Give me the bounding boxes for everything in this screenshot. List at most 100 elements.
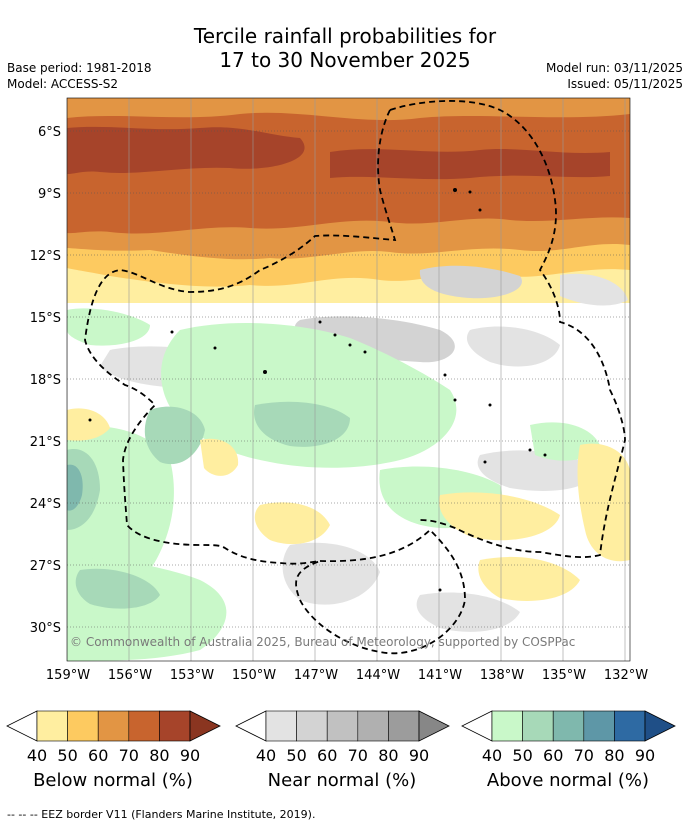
below-legend-tick: 90 xyxy=(180,746,200,765)
legend-above-bar: 40 50 60 70 80 90 xyxy=(461,710,676,765)
title-line-2: 17 to 30 November 2025 xyxy=(219,48,471,72)
below-legend-tick: 70 xyxy=(119,746,139,765)
legend-above: 40 50 60 70 80 90 xyxy=(460,708,680,772)
above-patch-8 xyxy=(144,406,205,465)
below-legend-tick: 80 xyxy=(149,746,169,765)
below-legend-swatch xyxy=(36,710,68,742)
below-band-80 xyxy=(67,126,305,174)
legend-near-bar: 40 50 60 70 80 90 xyxy=(235,710,450,765)
above-legend-swatch xyxy=(583,710,615,742)
longitude-tick-label: 138°W xyxy=(480,668,524,683)
map-title: Tercile rainfall probabilities for 17 to… xyxy=(0,24,690,72)
base-period: Base period: 1981-2018 xyxy=(7,61,152,75)
below-band-80b xyxy=(330,149,610,180)
near-patch-3 xyxy=(294,316,455,363)
above-legend-swatch xyxy=(552,710,585,742)
model-run: Model run: 03/11/2025 xyxy=(545,61,683,75)
above-legend-swatch xyxy=(614,710,646,742)
near-patch-1 xyxy=(419,265,522,299)
below-legend-swatch xyxy=(128,710,160,742)
near-patch-2 xyxy=(560,273,628,306)
longitude-tick-label: 144°W xyxy=(356,668,400,683)
below-legend-swatch xyxy=(97,710,130,742)
longitude-gridlines xyxy=(67,98,626,661)
latitude-tick-label: 6°S xyxy=(38,125,61,140)
latitude-tick-label: 30°S xyxy=(30,621,61,636)
latitude-tick-label: 12°S xyxy=(30,249,61,264)
title-line-1: Tercile rainfall probabilities for xyxy=(193,24,497,48)
below-south-4 xyxy=(200,438,239,476)
latitude-tick-label: 15°S xyxy=(30,311,61,326)
near-patch-8 xyxy=(416,592,520,632)
above-patch-7 xyxy=(254,401,350,447)
below-south-5 xyxy=(478,556,580,601)
below-legend-swatch xyxy=(159,710,191,742)
near-legend-swatch xyxy=(296,710,328,742)
near-legend-swatch xyxy=(265,710,297,742)
above-patch-11 xyxy=(75,568,160,609)
near-legend-swatch xyxy=(357,710,389,742)
meta-right: Model run: 03/11/2025 Issued: 05/11/2025 xyxy=(546,60,683,92)
model-name: Model: ACCESS-S2 xyxy=(7,77,119,91)
eez-footnote: -- -- -- EEZ border V11 (Flanders Marine… xyxy=(7,808,316,821)
near-patch-4 xyxy=(466,326,560,367)
near-legend-tick: 80 xyxy=(378,746,398,765)
map-copyright: © Commonwealth of Australia 2025, Bureau… xyxy=(70,635,575,649)
near-patch-7 xyxy=(282,542,380,605)
map-area: © Commonwealth of Australia 2025, Bureau… xyxy=(67,98,630,661)
above-legend-high-arrow xyxy=(644,710,676,742)
near-legend-tick: 70 xyxy=(348,746,368,765)
eez-borders xyxy=(84,100,626,655)
above-legend-tick: 70 xyxy=(574,746,594,765)
above-legend-tick: 40 xyxy=(482,746,502,765)
legend-near: 40 50 60 70 80 90 xyxy=(234,708,454,772)
longitude-tick-label: 135°W xyxy=(542,668,586,683)
near-patch-6 xyxy=(477,450,600,491)
near-legend-tick: 60 xyxy=(317,746,337,765)
longitude-tick-label: 159°W xyxy=(46,668,90,683)
above-legend-swatch xyxy=(522,710,554,742)
island-markers xyxy=(88,188,547,592)
below-south-1 xyxy=(254,502,330,545)
above-patch-10 xyxy=(67,464,83,511)
legend-below-title: Below normal (%) xyxy=(33,770,193,791)
below-south-2 xyxy=(439,492,560,541)
below-legend-high-arrow xyxy=(189,710,221,742)
latitude-tick-label: 27°S xyxy=(30,559,61,574)
longitude-tick-label: 156°W xyxy=(108,668,152,683)
meta-left: Base period: 1981-2018 Model: ACCESS-S2 xyxy=(7,60,152,92)
longitude-tick-label: 141°W xyxy=(418,668,462,683)
below-south-3 xyxy=(577,443,630,562)
longitude-labels: 159°W 156°W 153°W 150°W 147°W 144°W 141°W 138°W… xyxy=(46,668,648,683)
below-legend-tick: 40 xyxy=(27,746,47,765)
above-legend-tick: 50 xyxy=(512,746,532,765)
below-legend-low-arrow xyxy=(6,710,38,742)
below-legend-tick: 60 xyxy=(88,746,108,765)
near-legend-swatch xyxy=(388,710,420,742)
below-legend-swatch xyxy=(67,710,99,742)
longitude-tick-label: 147°W xyxy=(294,668,338,683)
latitude-tick-label: 24°S xyxy=(30,497,61,512)
above-legend-tick: 60 xyxy=(543,746,563,765)
longitude-tick-label: 150°W xyxy=(232,668,276,683)
latitude-gridlines xyxy=(67,130,630,628)
near-legend-tick: 50 xyxy=(286,746,306,765)
map-figure: © Commonwealth of Australia 2025, Bureau… xyxy=(30,97,648,683)
near-legend-high-arrow xyxy=(418,710,450,742)
latitude-tick-label: 18°S xyxy=(30,373,61,388)
near-legend-tick: 90 xyxy=(409,746,429,765)
legend-above-title: Above normal (%) xyxy=(486,770,650,791)
issued-date: Issued: 05/11/2025 xyxy=(567,77,683,91)
above-legend-tick: 90 xyxy=(635,746,655,765)
latitude-labels: 6°S 9°S 12°S 15°S 18°S 21°S 24°S 27°S 30°S xyxy=(30,125,61,636)
below-legend-tick: 50 xyxy=(57,746,77,765)
map-frame xyxy=(66,97,631,662)
below-south-6 xyxy=(67,408,110,441)
longitude-tick-label: 153°W xyxy=(170,668,214,683)
above-legend-swatch xyxy=(491,710,523,742)
legend-below-bar: 40 50 60 70 80 90 xyxy=(6,710,221,765)
legend-near-title: Near normal (%) xyxy=(267,770,417,791)
latitude-tick-label: 9°S xyxy=(38,187,61,202)
legend-below: 40 50 60 70 80 90 xyxy=(5,708,225,772)
longitude-tick-label: 132°W xyxy=(604,668,648,683)
